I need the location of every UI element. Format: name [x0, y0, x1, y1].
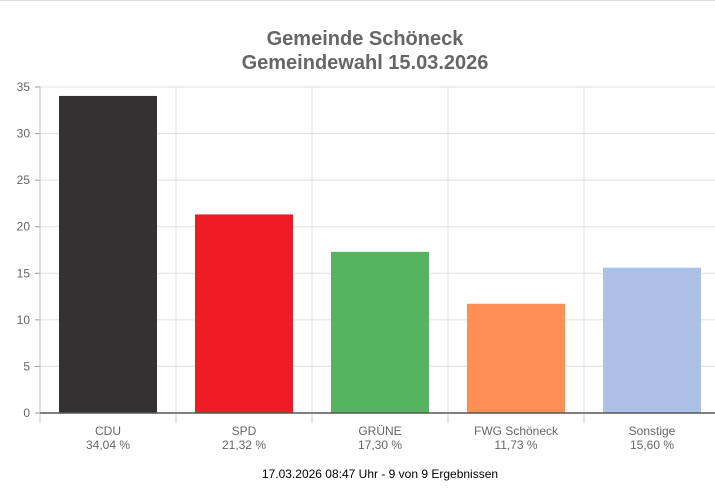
- chart-footer: 17.03.2026 08:47 Uhr - 9 von 9 Ergebniss…: [261, 467, 499, 481]
- x-tick-label: SPD: [232, 424, 257, 438]
- data-label: 15,60 %: [630, 438, 674, 452]
- bar-sonstige: [603, 267, 701, 413]
- bar-spd: [195, 214, 293, 413]
- x-tick-label: GRÜNE: [358, 424, 401, 438]
- y-tick-label: 0: [23, 406, 30, 420]
- data-label: 17,30 %: [358, 438, 402, 452]
- y-tick-label: 25: [17, 173, 31, 187]
- bar-cdu: [59, 95, 157, 413]
- x-tick-label: CDU: [95, 424, 121, 438]
- chart-title: Gemeinde Schöneck: [266, 28, 464, 50]
- y-tick-label: 35: [17, 80, 31, 94]
- data-label: 34,04 %: [86, 438, 130, 452]
- y-tick-label: 20: [17, 220, 31, 234]
- bar-fwg-schöneck: [467, 303, 565, 413]
- y-tick-label: 10: [17, 313, 31, 327]
- bar-grüne: [331, 251, 429, 413]
- x-tick-label: FWG Schöneck: [474, 424, 559, 438]
- y-tick-label: 15: [17, 266, 31, 280]
- y-tick-label: 5: [23, 359, 30, 373]
- x-tick-label: Sonstige: [629, 424, 676, 438]
- chart-subtitle: Gemeindewahl 15.03.2026: [241, 52, 489, 74]
- data-label: 21,32 %: [222, 438, 266, 452]
- y-tick-label: 30: [17, 127, 31, 141]
- data-label: 11,73 %: [494, 438, 537, 452]
